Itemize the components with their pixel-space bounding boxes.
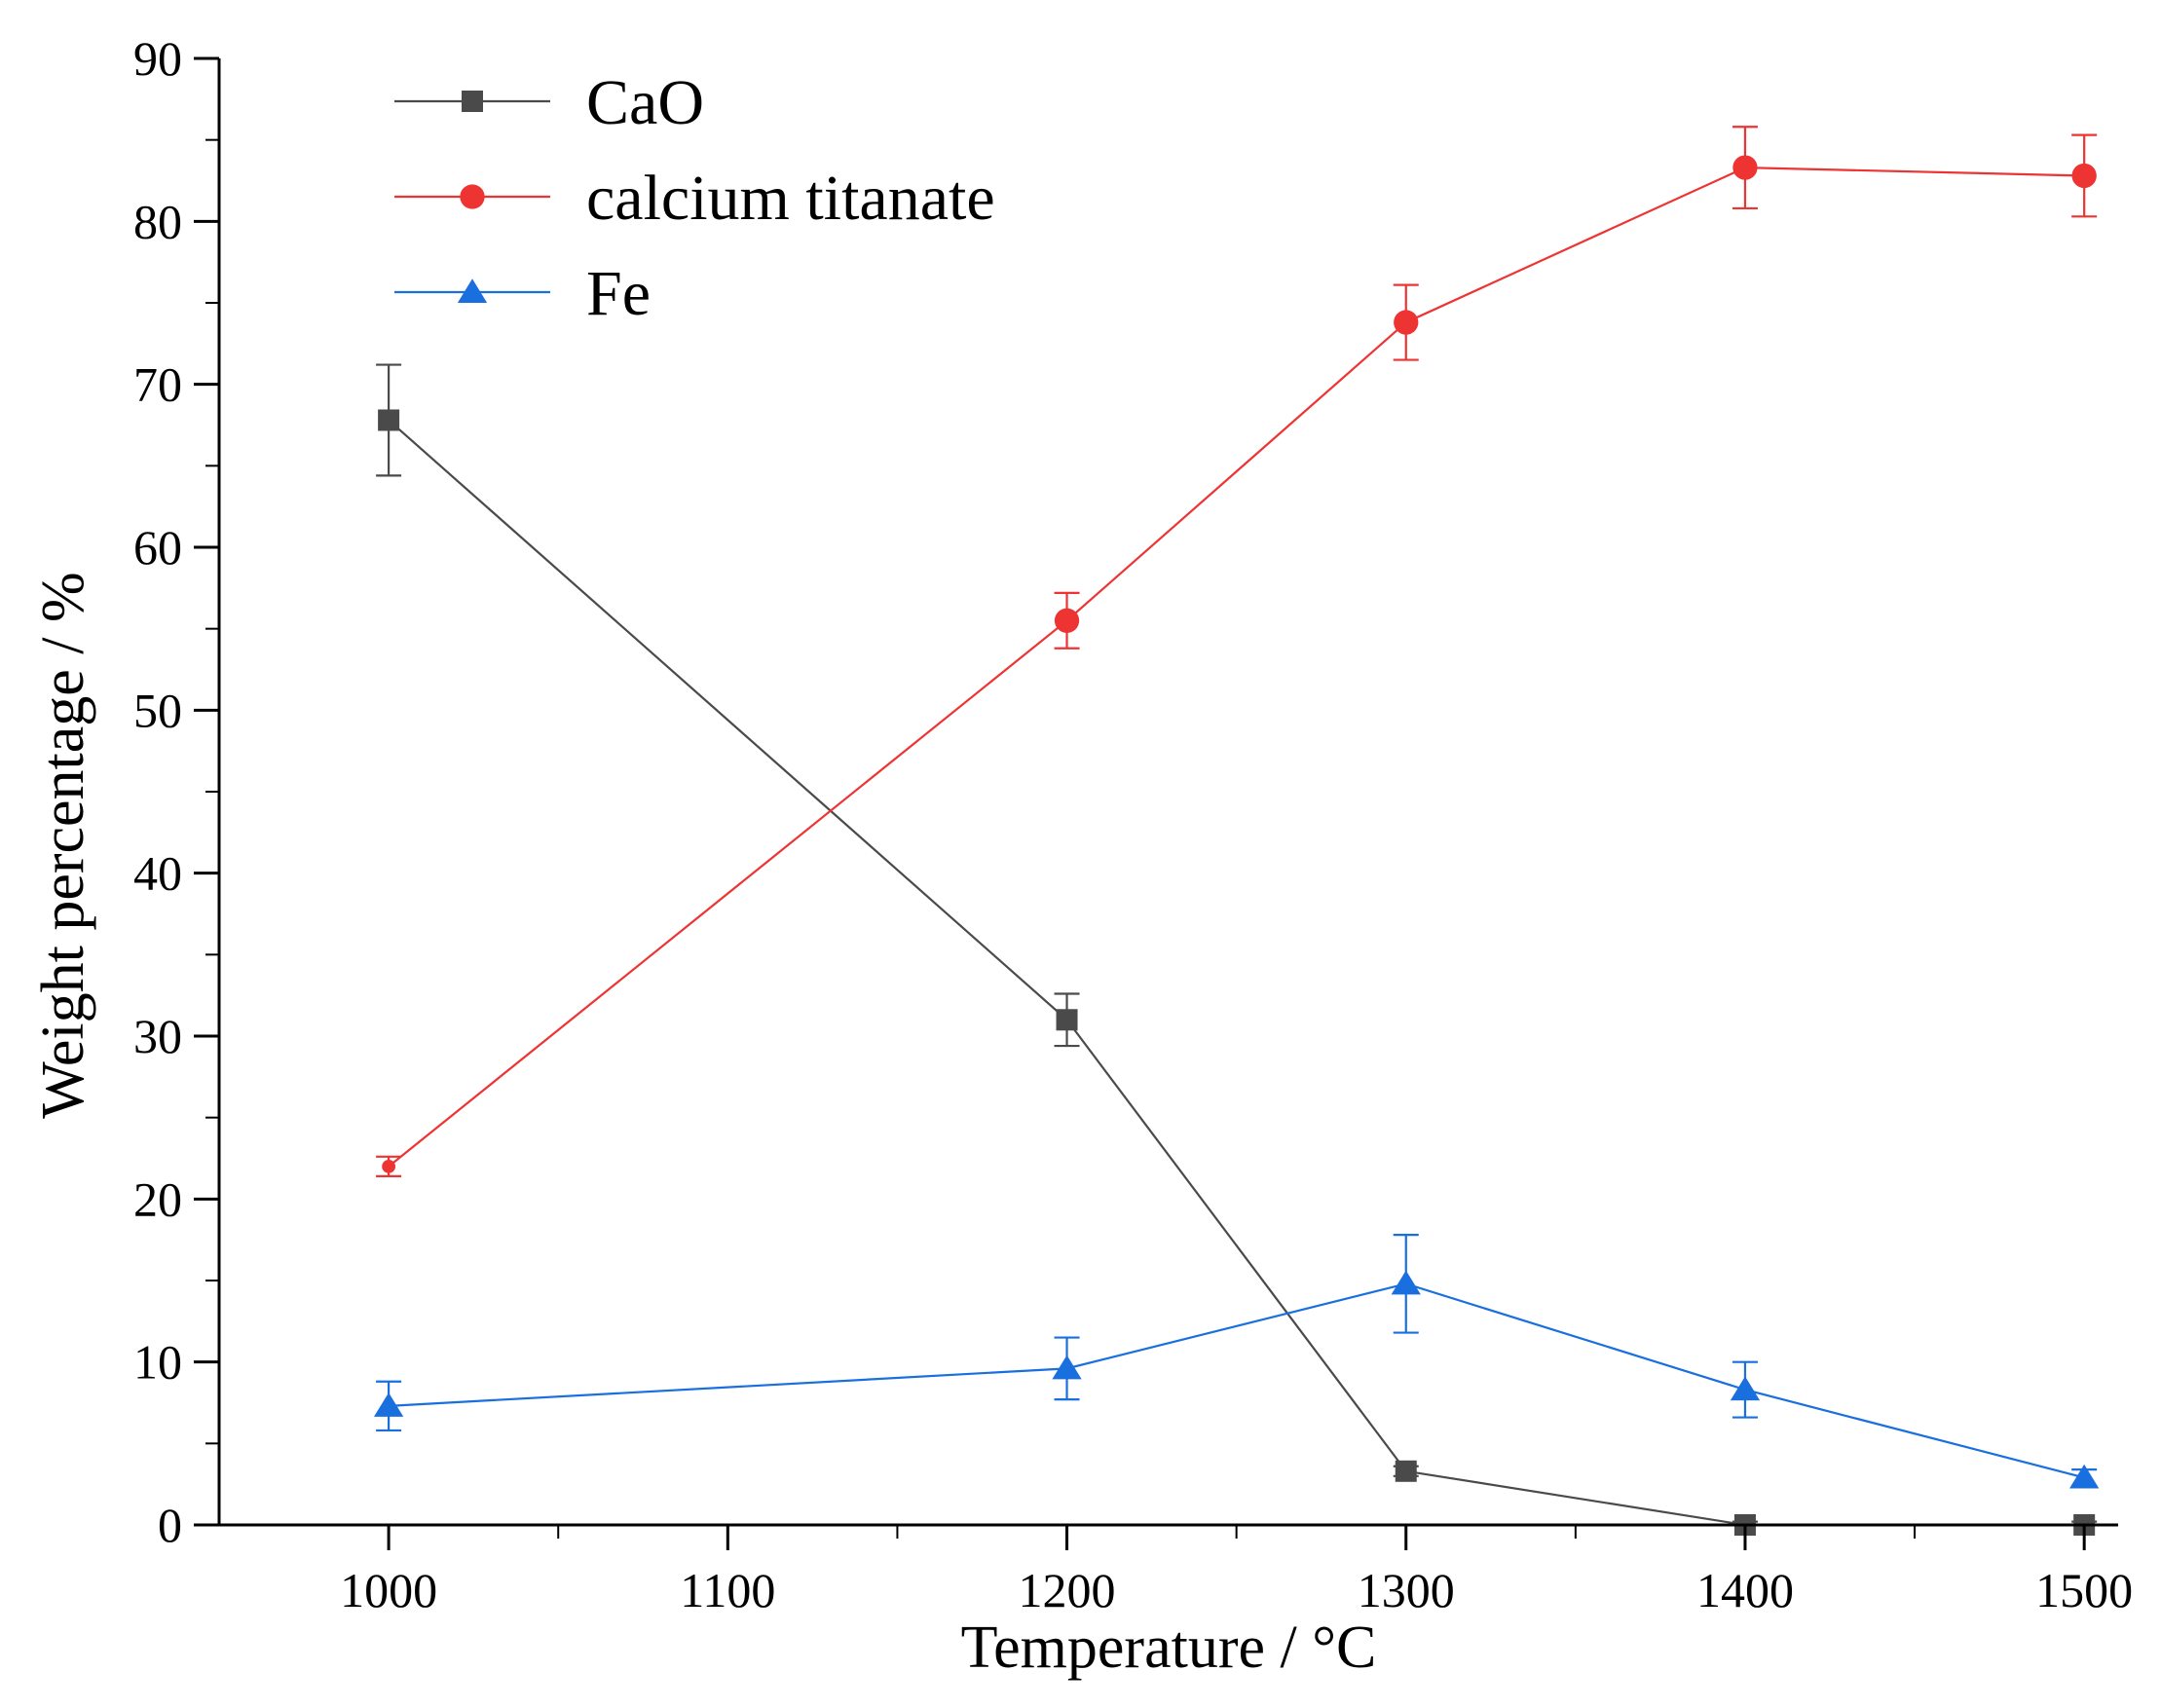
data-point bbox=[382, 1159, 396, 1173]
data-point bbox=[2071, 163, 2097, 189]
x-tick-label: 1200 bbox=[1019, 1563, 1116, 1617]
y-tick-label: 10 bbox=[133, 1335, 182, 1390]
data-point bbox=[1056, 1009, 1078, 1031]
series-layer bbox=[373, 126, 2100, 1536]
series-line bbox=[389, 1282, 2085, 1479]
legend-label: calcium titanate bbox=[586, 163, 995, 234]
series-fe bbox=[373, 1234, 2100, 1489]
data-point bbox=[1394, 310, 1419, 335]
x-axis-title: Temperature / °C bbox=[961, 1615, 1377, 1681]
data-point bbox=[1730, 1376, 1761, 1401]
series-line bbox=[388, 419, 2085, 1527]
data-point bbox=[373, 1392, 404, 1417]
data-point bbox=[1052, 1355, 1082, 1380]
y-tick-label: 20 bbox=[133, 1171, 182, 1226]
legend-marker bbox=[457, 278, 488, 303]
legend: CaO calcium titanate Fe bbox=[394, 67, 995, 329]
y-tick-label: 90 bbox=[133, 31, 182, 86]
y-tick-label: 60 bbox=[133, 520, 182, 575]
x-tick-label: 1400 bbox=[1696, 1563, 1794, 1617]
x-tick-label: 1500 bbox=[2035, 1563, 2133, 1617]
x-tick-label: 1100 bbox=[680, 1563, 775, 1617]
x-tick-label: 1300 bbox=[1358, 1563, 1455, 1617]
legend-item: calcium titanate bbox=[394, 163, 995, 234]
data-point bbox=[1054, 608, 1080, 633]
data-point bbox=[1732, 155, 1758, 180]
data-point bbox=[1391, 1270, 1421, 1295]
data-point bbox=[2069, 1464, 2100, 1489]
y-axis-title: Weight percentage / % bbox=[30, 572, 96, 1118]
data-point bbox=[378, 409, 400, 431]
legend-item: Fe bbox=[394, 258, 651, 329]
x-tick-label: 1000 bbox=[340, 1563, 437, 1617]
legend-item: CaO bbox=[394, 67, 704, 138]
y-tick-label: 70 bbox=[133, 357, 182, 412]
axes: 0 10 20 30 40 50 60 70 80 90 1000 1100 1200 1300 1400 1… bbox=[133, 31, 2133, 1617]
y-tick-label: 30 bbox=[133, 1009, 182, 1063]
y-tick-label: 0 bbox=[158, 1498, 182, 1552]
legend-label: CaO bbox=[586, 67, 704, 138]
legend-marker bbox=[462, 91, 483, 112]
legend-label: Fe bbox=[586, 258, 651, 329]
y-tick-label: 40 bbox=[133, 846, 182, 901]
y-tick-label: 50 bbox=[133, 683, 182, 737]
series-cao bbox=[376, 363, 2098, 1536]
y-tick-label: 80 bbox=[133, 194, 182, 248]
data-point bbox=[1395, 1460, 1417, 1482]
legend-marker bbox=[460, 184, 485, 209]
series-calcium-titanate bbox=[376, 126, 2098, 1178]
